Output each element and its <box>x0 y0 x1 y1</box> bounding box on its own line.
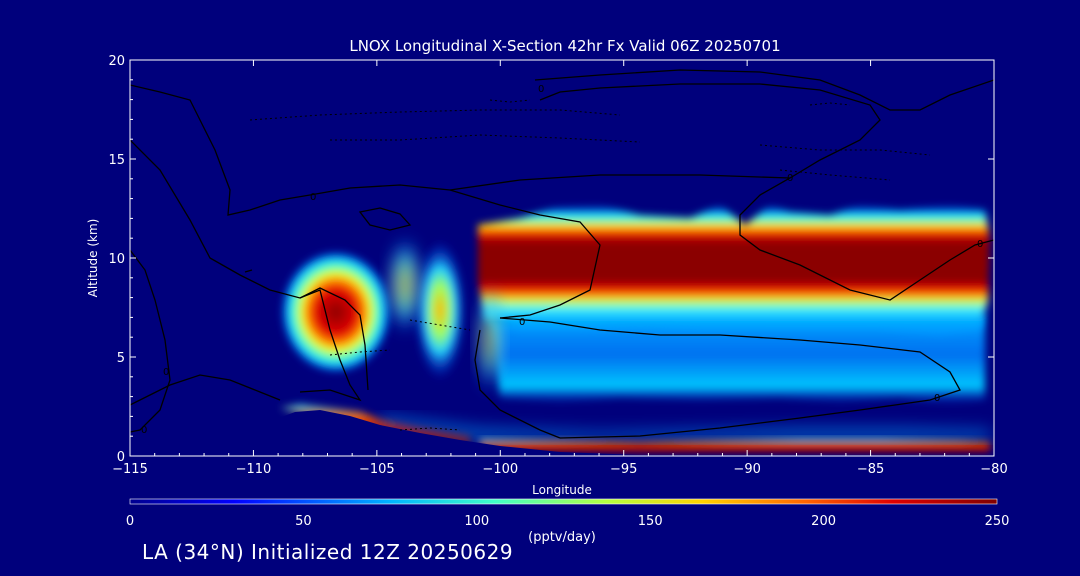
contour-label-group: 0 0 0 0 0 0 0 0 <box>141 84 983 436</box>
lnox-region-mid-cell-2 <box>387 235 423 335</box>
lnox-region-west-cell <box>280 250 392 374</box>
x-axis: −115 −110 −105 −100 −95 −90 −85 −80 <box>112 60 1008 477</box>
terrain-mask <box>130 410 994 456</box>
dotted-contours <box>249 99 931 431</box>
y-tick-label: 15 <box>108 153 125 168</box>
colorbar <box>129 498 998 505</box>
contour-label: 0 <box>519 317 525 328</box>
x-tick-label: −110 <box>236 462 272 477</box>
x-tick-label: −100 <box>482 462 518 477</box>
y-tick-label: 20 <box>108 54 125 69</box>
colorbar-ticks: 0 50 100 150 200 250 <box>126 514 1010 529</box>
contour-label: 0 <box>787 173 793 184</box>
lnox-region-mid-cell-3 <box>476 285 504 395</box>
y-tick-label: 0 <box>117 450 125 465</box>
contour-lines <box>130 69 994 439</box>
colorbar-tick-label: 200 <box>811 514 836 529</box>
contour-label: 0 <box>310 192 316 203</box>
colorbar-tick-label: 100 <box>464 514 489 529</box>
y-axis: 0 5 10 15 20 <box>108 54 994 465</box>
colorbar-tick-label: 50 <box>295 514 312 529</box>
x-tick-label: −85 <box>857 462 884 477</box>
contour-label: 0 <box>934 393 940 404</box>
colorbar-label: (pptv/day) <box>528 530 596 545</box>
x-tick-label: −80 <box>980 462 1007 477</box>
contour-label: 0 <box>538 84 544 95</box>
contour-label: 0 <box>141 425 147 436</box>
lnox-region-upper <box>478 205 990 335</box>
plot-area: 0 0 0 0 0 0 0 0 <box>130 60 994 456</box>
lnox-region-low <box>490 315 985 405</box>
footer-caption: LA (34°N) Initialized 12Z 20250629 <box>142 540 514 564</box>
lnox-region-mid-cell-1 <box>414 240 466 380</box>
contour-label: 0 <box>163 367 169 378</box>
colorbar-tick-label: 250 <box>985 514 1010 529</box>
lnox-field <box>280 205 990 452</box>
colorbar-tick-label: 150 <box>638 514 663 529</box>
colorbar-tick-label: 0 <box>126 514 134 529</box>
y-tick-label: 5 <box>117 351 125 366</box>
chart-title: LNOX Longitudinal X-Section 42hr Fx Vali… <box>349 37 780 55</box>
x-tick-label: −90 <box>733 462 760 477</box>
x-tick-label: −95 <box>610 462 637 477</box>
y-axis-label: Altitude (km) <box>86 219 100 298</box>
x-tick-label: −115 <box>112 462 148 477</box>
lnox-region-surface <box>480 438 990 452</box>
x-axis-label: Longitude <box>532 483 592 497</box>
y-tick-label: 10 <box>108 252 125 267</box>
x-tick-label: −105 <box>359 462 395 477</box>
contour-label: 0 <box>977 239 983 250</box>
